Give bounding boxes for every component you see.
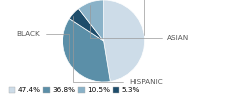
Legend: 47.4%, 36.8%, 10.5%, 5.3%: 47.4%, 36.8%, 10.5%, 5.3% bbox=[6, 84, 143, 96]
Text: WHITE: WHITE bbox=[129, 0, 153, 35]
Wedge shape bbox=[63, 19, 110, 82]
Wedge shape bbox=[78, 0, 104, 41]
Text: HISPANIC: HISPANIC bbox=[73, 16, 163, 85]
Wedge shape bbox=[69, 9, 104, 41]
Text: ASIAN: ASIAN bbox=[90, 5, 189, 41]
Text: BLACK: BLACK bbox=[16, 31, 69, 61]
Wedge shape bbox=[104, 0, 144, 82]
